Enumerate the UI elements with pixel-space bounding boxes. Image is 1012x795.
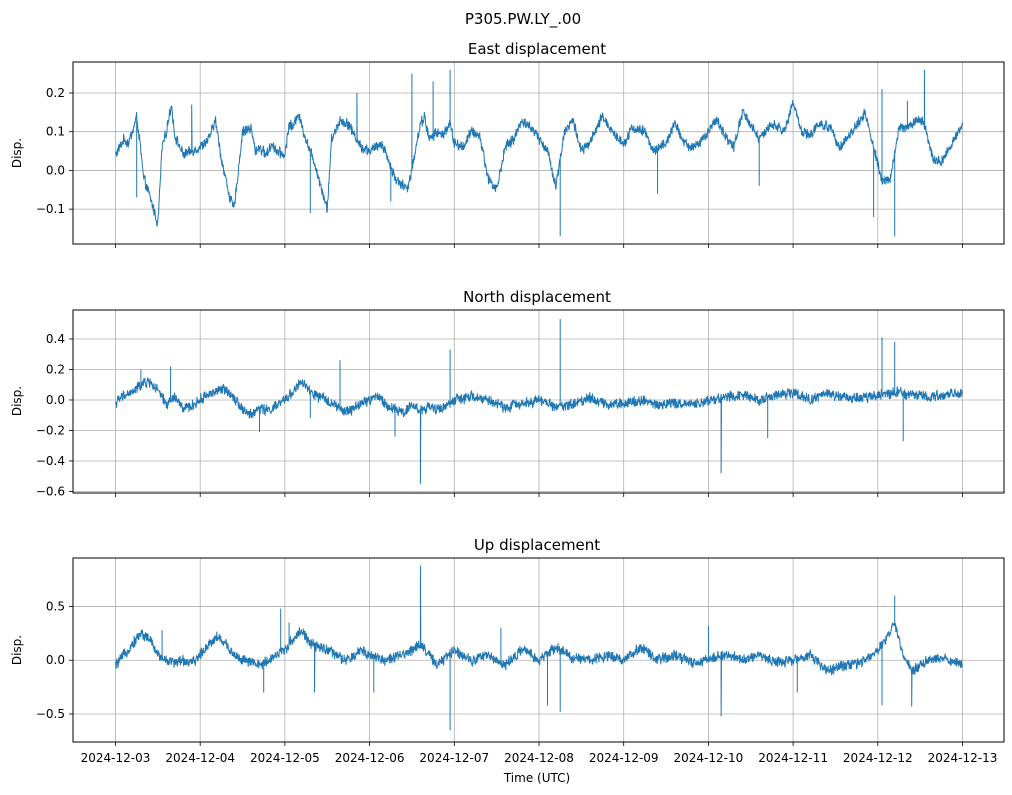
panel-east: East displacement −0.1 0.0 0.1 0.2 Disp. [10,40,1005,248]
panel-north: North displacement −0.6 −0.4 −0.2 0.0 0.2 0.4… [10,288,1005,498]
ylabel-east: Disp. [10,138,24,168]
line-series-up [115,565,963,731]
axes-frame-up [72,557,1005,743]
xtick-label-4: 2024-12-07 [419,751,489,765]
xtick-label-9: 2024-12-12 [843,751,913,765]
ytick-label-east-3: 0.2 [46,86,65,100]
figure-title: P305.PW.LY_.00 [465,10,581,29]
ytick-label-up-0: −0.5 [36,707,65,721]
ytick-label-north-1: −0.4 [36,454,65,468]
line-series-east [115,69,963,237]
axes-frame-east [72,61,1005,245]
axes-frame-north [72,309,1005,494]
xtick-label-6: 2024-12-09 [589,751,659,765]
panel-up: Up displacement −0.5 0.0 0.5 2024-12-03 202… [10,536,1005,785]
ytick-label-up-1: 0.0 [46,653,65,667]
xtick-label-5: 2024-12-08 [504,751,574,765]
xlabel: Time (UTC) [503,771,570,785]
xtick-label-1: 2024-12-04 [165,751,235,765]
panel-title-east: East displacement [468,40,606,58]
ytick-label-up-2: 0.5 [46,599,65,613]
ytick-label-north-3: 0.0 [46,393,65,407]
ytick-label-north-5: 0.4 [46,332,65,346]
ytick-label-east-2: 0.1 [46,125,65,139]
ytick-label-east-1: 0.0 [46,163,65,177]
line-series-north [115,319,963,484]
xtick-label-10: 2024-12-13 [928,751,998,765]
ytick-label-north-4: 0.2 [46,362,65,376]
panel-title-north: North displacement [463,288,611,306]
ylabel-north: Disp. [10,386,24,416]
xtick-label-0: 2024-12-03 [81,751,151,765]
xtick-label-8: 2024-12-11 [758,751,828,765]
xtick-label-7: 2024-12-10 [674,751,744,765]
xtick-label-3: 2024-12-06 [335,751,405,765]
panel-title-up: Up displacement [474,536,600,554]
ylabel-up: Disp. [10,635,24,665]
ytick-label-north-0: −0.6 [36,484,65,498]
ytick-label-north-2: −0.2 [36,423,65,437]
xtick-label-2: 2024-12-05 [250,751,320,765]
ytick-label-east-0: −0.1 [36,202,65,216]
